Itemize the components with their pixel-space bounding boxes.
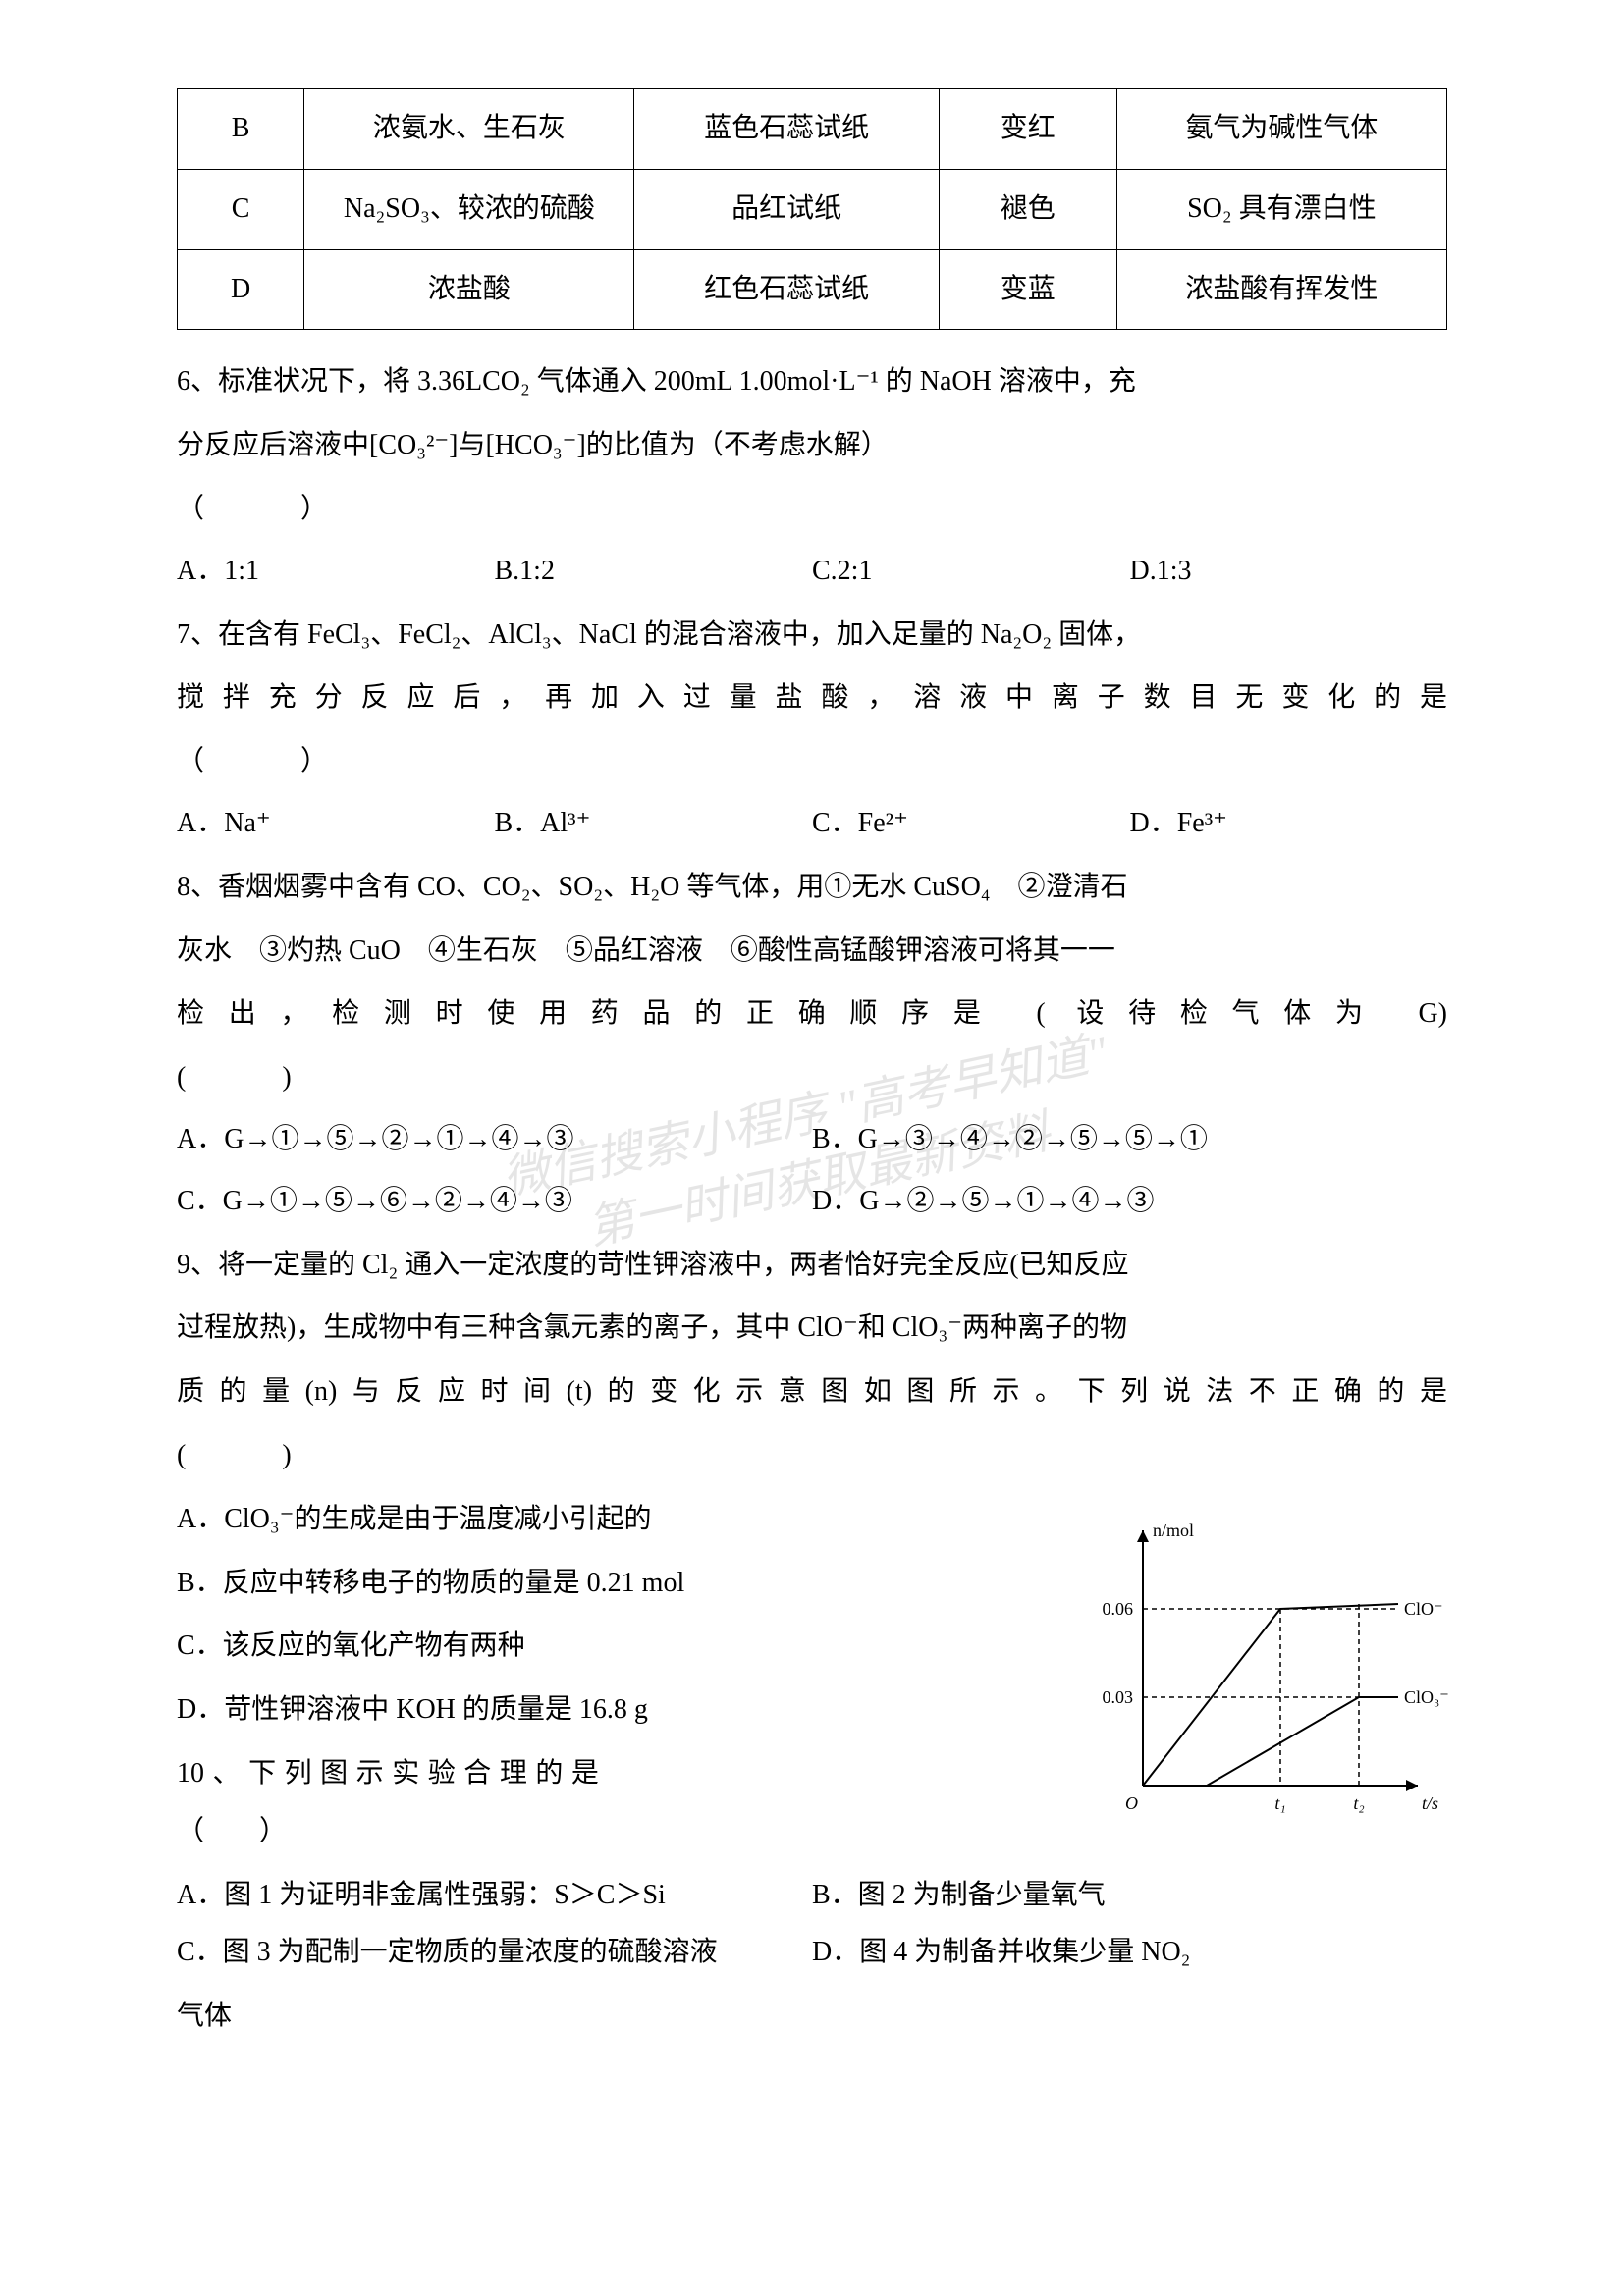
q10-tail: 气体	[177, 1988, 1447, 2046]
q8-options-row2: C．G→①→⑤→⑥→②→④→③ D．G→②→⑤→①→④→③	[177, 1173, 1447, 1231]
cell: 蓝色石蕊试纸	[634, 89, 939, 170]
q9-opt-a: A．ClO₃⁻的生成是由于温度减小引起的	[177, 1491, 939, 1549]
table-row: C Na₂SO₃、较浓的硫酸 品红试纸 褪色 SO₂ 具有漂白性	[178, 169, 1447, 249]
q9-body: A．ClO₃⁻的生成是由于温度减小引起的 B．反应中转移电子的物质的量是 0.2…	[177, 1491, 1447, 1739]
q8-stem-b: 灰水 ③灼热 CuO ④生石灰 ⑤品红溶液 ⑥酸性高锰酸钾溶液可将其一一	[177, 923, 1447, 981]
q6-stem-b: 分反应后溶液中[CO₃²⁻]与[HCO₃⁻]的比值为（不考虑水解）	[177, 417, 1447, 475]
q7-bracket: （ ）	[177, 733, 1447, 791]
svg-text:t/s: t/s	[1422, 1793, 1438, 1813]
svg-text:t₂: t₂	[1353, 1793, 1364, 1813]
cell: D	[178, 249, 304, 330]
q10-options-row2: C．图 3 为配制一定物质的量浓度的硫酸溶液 D．图 4 为制备并收集少量 NO…	[177, 1924, 1447, 1982]
cell: 氨气为碱性气体	[1116, 89, 1446, 170]
q8-opt-d: D．G→②→⑤→①→④→③	[812, 1173, 1447, 1231]
exam-page: 微信搜索小程序 "高考早知道" 第一时间获取最新资料 B 浓氨水、生石灰 蓝色石…	[0, 0, 1624, 2296]
svg-text:0.03: 0.03	[1103, 1687, 1134, 1707]
q8-stem-c: 检出，检测时使用药品的正确顺序是 ( 设待检气体为 G)	[177, 986, 1447, 1043]
cell: B	[178, 89, 304, 170]
q7-opt-c: C．Fe²⁺	[812, 795, 1130, 853]
q7-opt-d: D．Fe³⁺	[1130, 795, 1448, 853]
cell: 变红	[939, 89, 1116, 170]
cell: 浓盐酸有挥发性	[1116, 249, 1446, 330]
svg-text:ClO⁻: ClO⁻	[1404, 1599, 1443, 1619]
q8-bracket: ( )	[177, 1049, 1447, 1107]
cell: SO₂ 具有漂白性	[1116, 169, 1446, 249]
cell: 褪色	[939, 169, 1116, 249]
table-row: B 浓氨水、生石灰 蓝色石蕊试纸 变红 氨气为碱性气体	[178, 89, 1447, 170]
q10-options-row1: A．图 1 为证明非金属性强弱：S＞C＞Si B．图 2 为制备少量氧气	[177, 1867, 1447, 1925]
q8-stem-a: 8、香烟烟雾中含有 CO、CO₂、SO₂、H₂O 等气体，用①无水 CuSO₄ …	[177, 859, 1447, 917]
cell: Na₂SO₃、较浓的硫酸	[304, 169, 634, 249]
q9-opt-b: B．反应中转移电子的物质的量是 0.21 mol	[177, 1555, 939, 1613]
q8-opt-c: C．G→①→⑤→⑥→②→④→③	[177, 1173, 812, 1231]
q8-opt-b: B．G→③→④→②→⑤→⑤→①	[812, 1111, 1447, 1169]
q6-bracket: （ ）	[177, 481, 1447, 539]
q9-opt-c: C．该反应的氧化产物有两种	[177, 1618, 939, 1676]
cell: 品红试纸	[634, 169, 939, 249]
svg-text:O: O	[1125, 1793, 1138, 1813]
q10-opt-c: C．图 3 为配制一定物质的量浓度的硫酸溶液	[177, 1924, 812, 1982]
q10-opt-a: A．图 1 为证明非金属性强弱：S＞C＞Si	[177, 1867, 812, 1925]
q9-opt-d: D．苛性钾溶液中 KOH 的质量是 16.8 g	[177, 1682, 939, 1739]
q10-opt-d: D．图 4 为制备并收集少量 NO₂	[812, 1924, 1447, 1982]
q6-stem-a: 6、标准状况下，将 3.36LCO₂ 气体通入 200mL 1.00mol·L⁻…	[177, 353, 1447, 411]
svg-text:n/mol: n/mol	[1153, 1521, 1194, 1540]
data-table: B 浓氨水、生石灰 蓝色石蕊试纸 变红 氨气为碱性气体 C Na₂SO₃、较浓的…	[177, 88, 1447, 330]
svg-text:t₁: t₁	[1274, 1793, 1285, 1813]
q6-opt-c: C.2:1	[812, 543, 1130, 601]
q7-opt-b: B．Al³⁺	[495, 795, 813, 853]
q9-stem-a: 9、将一定量的 Cl₂ 通入一定浓度的苛性钾溶液中，两者恰好完全反应(已知反应	[177, 1237, 1447, 1295]
q9-bracket: ( )	[177, 1427, 1447, 1485]
q8-opt-a: A．G→①→⑤→②→①→④→③	[177, 1111, 812, 1169]
q7-options: A．Na⁺ B．Al³⁺ C．Fe²⁺ D．Fe³⁺	[177, 795, 1447, 853]
cell: C	[178, 169, 304, 249]
q6-options: A．1:1 B.1:2 C.2:1 D.1:3	[177, 543, 1447, 601]
cell: 浓盐酸	[304, 249, 634, 330]
svg-text:0.06: 0.06	[1103, 1599, 1134, 1619]
table-row: D 浓盐酸 红色石蕊试纸 变蓝 浓盐酸有挥发性	[178, 249, 1447, 330]
q6-opt-a: A．1:1	[177, 543, 495, 601]
q7-stem-b: 搅拌充分反应后，再加入过量盐酸，溶液中离子数目无变化的是	[177, 669, 1447, 727]
q7-opt-a: A．Na⁺	[177, 795, 495, 853]
q8-options-row1: A．G→①→⑤→②→①→④→③ B．G→③→④→②→⑤→⑤→①	[177, 1111, 1447, 1169]
cell: 变蓝	[939, 249, 1116, 330]
q6-opt-b: B.1:2	[495, 543, 813, 601]
q9-chart: ClO⁻ ClO₃⁻ 0.03 0.06 t₁ t₂ n/mol t/s O	[1074, 1501, 1467, 1815]
cell: 红色石蕊试纸	[634, 249, 939, 330]
q10-bracket: （ ）	[177, 1816, 287, 1846]
q10-stem: 10、下列图示实验合理的是	[177, 1758, 607, 1789]
q9-stem-c: 质的量(n)与反应时间(t)的变化示意图如图所示。下列说法不正确的是	[177, 1363, 1447, 1421]
q6-opt-d: D.1:3	[1130, 543, 1448, 601]
q7-stem-a: 7、在含有 FeCl₃、FeCl₂、AlCl₃、NaCl 的混合溶液中，加入足量…	[177, 607, 1447, 665]
svg-text:ClO₃⁻: ClO₃⁻	[1404, 1687, 1449, 1707]
q10-opt-b: B．图 2 为制备少量氧气	[812, 1867, 1447, 1925]
cell: 浓氨水、生石灰	[304, 89, 634, 170]
q9-stem-b: 过程放热)，生成物中有三种含氯元素的离子，其中 ClO⁻和 ClO₃⁻两种离子的…	[177, 1300, 1447, 1358]
